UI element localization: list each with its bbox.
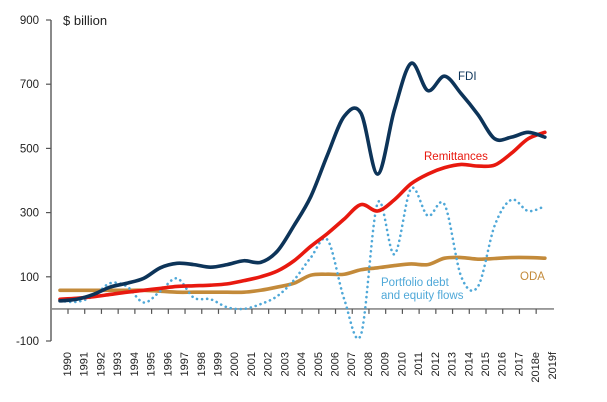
series-line-fdi [58,61,547,303]
x-tick-label: 1991 [79,352,91,376]
y-tick-label: -100 [16,336,39,348]
x-tick-label: 1998 [196,352,208,376]
y-tick-label: 100 [20,272,39,284]
series-label-portfolio: Portfolio debt [381,277,450,289]
series-label-fdi: FDI [458,71,477,83]
y-axis-unit-label: $ billion [63,13,107,28]
y-tick-label: 900 [20,15,39,27]
x-tick-label: 2000 [229,352,241,376]
x-tick-label: 2012 [430,352,442,376]
y-tick-label: 700 [20,79,39,91]
y-tick-label: 300 [20,208,39,220]
x-tick-label: 2010 [396,352,408,376]
x-tick-label: 2001 [246,352,258,376]
x-tick-label: 1997 [179,352,191,376]
x-tick-label: 2018e [530,352,542,383]
series-label-oda: ODA [520,271,545,283]
x-tick-label: 2002 [263,352,275,376]
y-tick-label: 500 [20,143,39,155]
x-tick-label: 2008 [363,352,375,376]
x-tick-label: 2003 [279,352,291,376]
axes: -100 100 300 500 700 900 1990 1991 1992 1993 1994 1… [16,15,559,383]
series-line-oda [58,255,547,295]
series-line-remittances [58,130,547,302]
series-layer [58,61,547,340]
x-tick-label: 2009 [380,352,392,376]
x-tick-label: 1994 [129,352,141,376]
x-tick-label: 2017 [513,352,525,376]
x-tick-label: 2015 [480,352,492,376]
series-label-remittances: Remittances [424,151,488,163]
x-tick-label: 2013 [447,352,459,376]
x-tick-label: 2006 [330,352,342,376]
x-tick-label: 2019f [547,351,559,379]
x-tick-label: 2004 [296,352,308,376]
x-tick-label: 2005 [313,352,325,376]
x-tick-label: 2007 [346,352,358,376]
series-label-portfolio: and equity flows [381,290,464,302]
x-tick-label: 1996 [162,352,174,376]
x-tick-label: 1992 [95,352,107,376]
x-tick-label: 2016 [497,352,509,376]
x-tick-label: 1993 [112,352,124,376]
x-tick-label: 2014 [463,352,475,376]
x-tick-label: 2011 [413,352,425,376]
x-tick-label: 1995 [146,352,158,376]
x-tick-label: 1999 [212,352,224,376]
x-tick-label: 1990 [62,352,74,376]
series-line-portfolio-debt-and-equity-flows [58,186,547,340]
